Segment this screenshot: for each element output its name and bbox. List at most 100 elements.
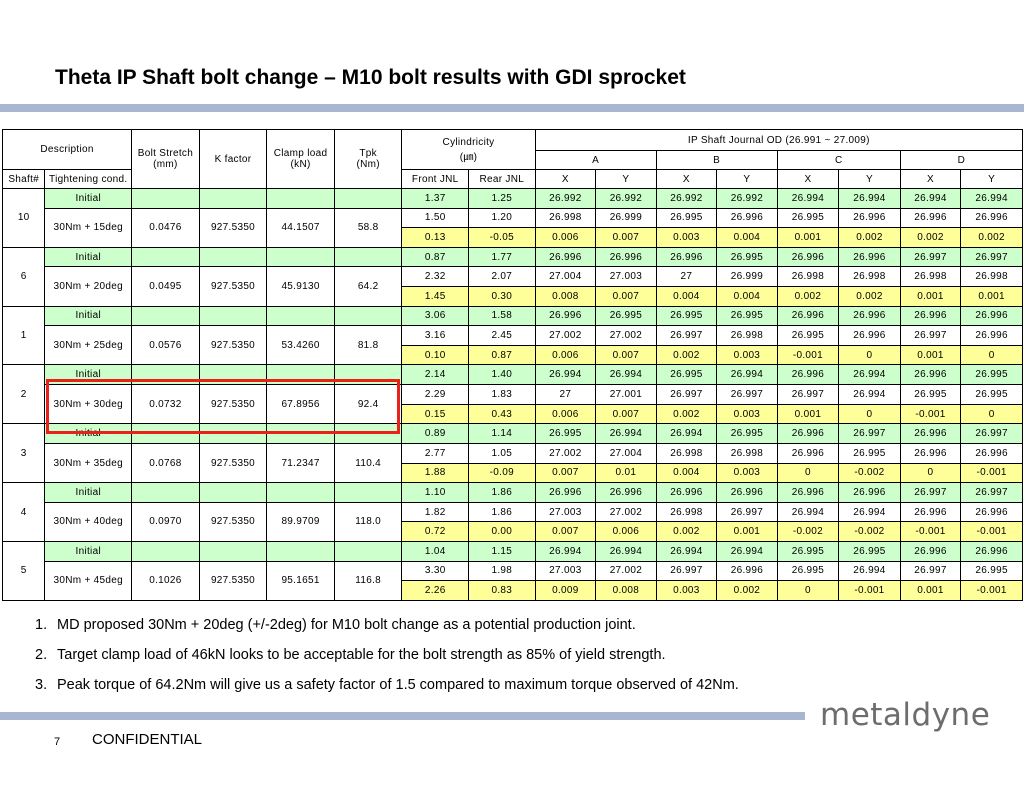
notes-list: 1. MD proposed 30Nm + 20deg (+/-2deg) for… (35, 617, 739, 707)
shaft-number: 5 (1, 540, 46, 602)
measured-cell: 26.995 (960, 384, 1023, 405)
tpk-value: 81.8 (333, 325, 403, 366)
delta-cell: -0.001 (776, 344, 840, 366)
initial-cell: 26.996 (899, 305, 962, 327)
bolt-stretch: 0.0576 (131, 325, 200, 366)
note-number: 2. (35, 647, 48, 663)
delta-cell: 0.01 (595, 462, 657, 484)
header-b-x: X (655, 169, 718, 189)
initial-label: Initial (44, 246, 133, 268)
k-factor: 927.5350 (198, 266, 268, 307)
delta-cell: 0.007 (534, 521, 597, 542)
initial-cell: 26.996 (776, 482, 840, 503)
initial-cell: 1.15 (468, 540, 536, 562)
delta-cell: 0.002 (655, 521, 718, 542)
stretch-blank (131, 246, 200, 268)
header-bolt-stretch: Bolt Stretch (mm) (131, 129, 200, 189)
clamp-blank (266, 423, 335, 444)
stretch-blank (131, 540, 200, 562)
table-row: 1 Initial 3.06 1.58 26.996 26.995 26.995 26.995… (1, 305, 1023, 366)
initial-cell: 26.996 (838, 482, 901, 503)
initial-cell: 26.997 (899, 246, 962, 268)
initial-cell: 26.995 (960, 364, 1023, 386)
delta-cell: 0.004 (655, 286, 718, 307)
table-row: 30Nm + 35deg 0.0768 927.5350 71.2347 110.4 2.… (3, 442, 1023, 484)
delta-cell: 0.003 (716, 462, 778, 484)
k-blank (198, 423, 268, 444)
delta-cell: 1.45 (401, 286, 470, 307)
clamp-blank (266, 188, 335, 209)
footer-divider (0, 712, 805, 720)
clamp-blank (266, 364, 335, 386)
delta-cell: 0.002 (776, 286, 840, 307)
measured-cell: 26.997 (716, 501, 778, 523)
k-blank (198, 482, 268, 503)
slide-title: Theta IP Shaft bolt change – M10 bolt re… (55, 66, 686, 89)
k-factor: 927.5350 (198, 442, 268, 484)
table-row: 1.88 -0.09 0.007 0.01 0.004 0.003 0 -0.002 0 -0.0… (3, 462, 1023, 484)
shaft-number: 4 (1, 482, 46, 542)
initial-cell: 1.37 (401, 188, 470, 209)
table-row: 2.26 0.83 0.009 0.008 0.003 0.002 0 -0.001 0.001… (3, 580, 1023, 601)
table-row: 4 Initial 1.10 1.86 26.996 26.996 26.996 26.996… (1, 482, 1023, 542)
initial-cell: 1.86 (468, 482, 536, 503)
table-row: 3 Initial 0.89 1.14 26.995 26.994 26.994 26.995… (1, 423, 1023, 484)
delta-cell: 0.00 (468, 521, 536, 542)
measured-cell: 26.998 (716, 325, 778, 346)
delta-cell: 0.006 (534, 227, 597, 248)
measured-cell: 26.996 (960, 325, 1023, 346)
measured-cell: 27.003 (595, 266, 657, 288)
header-a-x: X (534, 169, 597, 189)
initial-cell: 26.994 (899, 188, 962, 209)
measured-cell: 26.996 (716, 207, 778, 229)
bolt-stretch: 0.0970 (131, 501, 200, 542)
delta-cell: -0.001 (960, 462, 1023, 484)
delta-cell: 0.001 (899, 344, 962, 366)
measured-cell: 26.996 (960, 501, 1023, 523)
confidential-label: CONFIDENTIAL (92, 731, 203, 748)
table-row: 30Nm + 25deg 0.0576 927.5350 53.4260 81.8 3.1… (3, 325, 1023, 366)
measured-cell: 26.998 (655, 442, 718, 464)
header-tpk: Tpk (Nm) (333, 129, 403, 189)
header-journal-b: B (655, 150, 778, 170)
measured-cell: 26.995 (776, 560, 840, 582)
tpk-blank (333, 423, 403, 444)
bolt-stretch: 0.0495 (131, 266, 200, 307)
delta-cell: 0.003 (716, 344, 778, 366)
delta-cell: 2.26 (401, 580, 470, 601)
measured-cell: 26.996 (776, 442, 840, 464)
note-text: MD proposed 30Nm + 20deg (+/-2deg) for M… (57, 617, 636, 633)
measured-cell: 26.998 (655, 501, 718, 523)
initial-cell: 26.997 (838, 423, 901, 444)
measured-cell: 26.997 (655, 560, 718, 582)
delta-cell: 0.003 (716, 403, 778, 425)
measured-cell: 26.997 (899, 325, 962, 346)
delta-cell: 0.43 (468, 403, 536, 425)
delta-cell: 0.007 (595, 227, 657, 248)
clamp-load: 45.9130 (266, 266, 335, 307)
header-c-y: Y (838, 169, 901, 189)
measured-cell: 26.994 (838, 384, 901, 405)
header-d-y: Y (960, 169, 1023, 189)
delta-cell: -0.001 (899, 403, 962, 425)
measured-cell: 26.998 (716, 442, 778, 464)
delta-cell: -0.001 (838, 580, 901, 601)
initial-cell: 26.996 (776, 423, 840, 444)
initial-cell: 26.995 (655, 364, 718, 386)
initial-cell: 3.06 (401, 305, 470, 327)
delta-cell: 0.001 (716, 521, 778, 542)
initial-cell: 26.994 (776, 188, 840, 209)
note-item: 2. Target clamp load of 46kN looks to be … (35, 647, 739, 663)
initial-cell: 26.996 (716, 482, 778, 503)
k-blank (198, 246, 268, 268)
clamp-blank (266, 540, 335, 562)
tightening-cond: 30Nm + 40deg (44, 501, 133, 542)
tpk-value: 110.4 (333, 442, 403, 484)
table-row: 5 Initial 1.04 1.15 26.994 26.994 26.994 26.994… (1, 540, 1023, 602)
k-factor: 927.5350 (198, 384, 268, 425)
bolt-stretch: 0.0732 (131, 384, 200, 425)
initial-cell: 26.996 (534, 482, 597, 503)
delta-cell: 0 (899, 462, 962, 484)
delta-cell: 0.002 (655, 403, 718, 425)
bolt-stretch: 0.1026 (131, 560, 200, 602)
